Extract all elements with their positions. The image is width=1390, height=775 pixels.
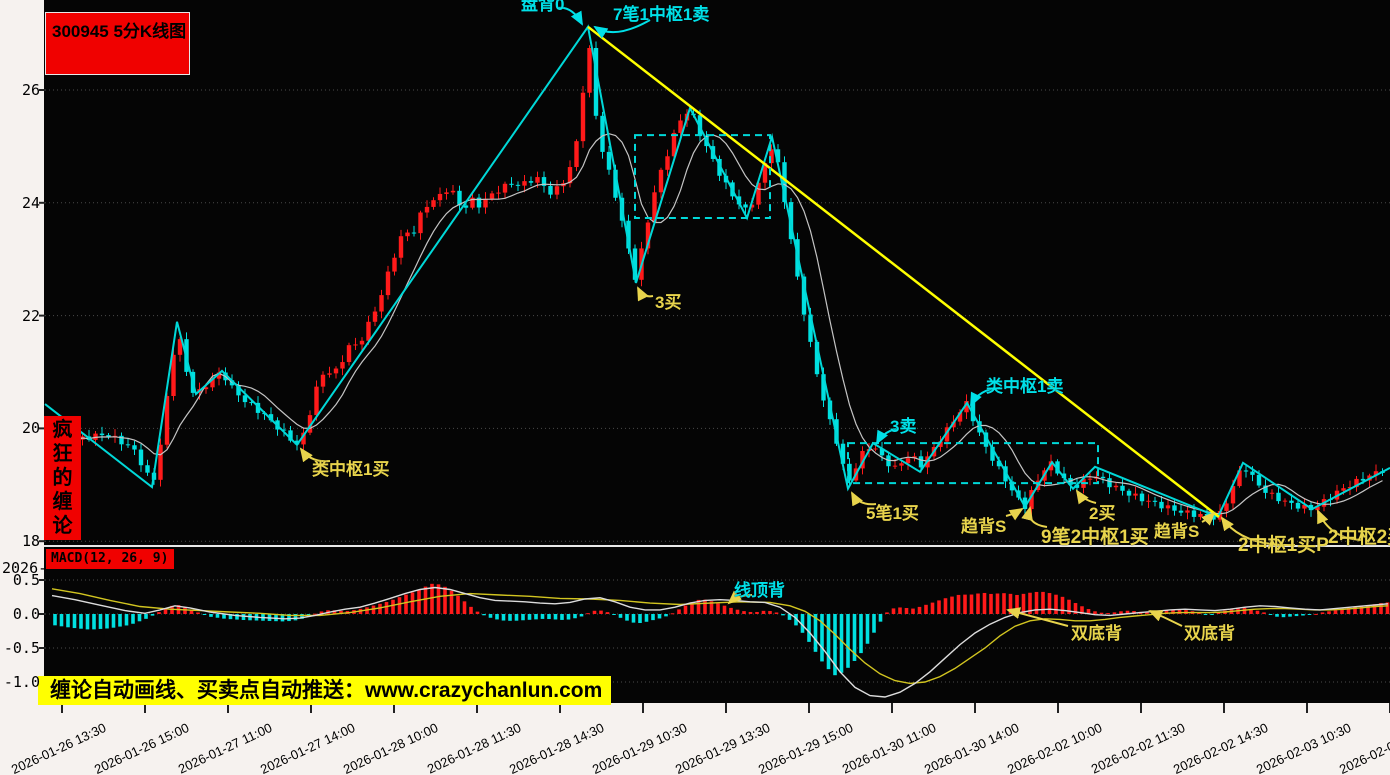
price-tick-20: 20 xyxy=(21,419,40,438)
annotation-label-6: 5笔1买 xyxy=(866,504,919,523)
annotation-label-15: 双底背 xyxy=(1184,624,1235,643)
watermark-char: 的 xyxy=(52,467,73,489)
macd-pane[interactable] xyxy=(51,583,1390,698)
chart-background xyxy=(39,0,1390,713)
annotation-label-10: 趋背S xyxy=(1154,522,1200,541)
annotation-label-5: 3卖 xyxy=(890,417,917,436)
annotation-arrow xyxy=(970,387,1001,407)
annotation-arrow xyxy=(1006,607,1069,627)
watermark-char: 狂 xyxy=(52,443,73,465)
watermark-char: 疯 xyxy=(52,419,73,441)
watermark-char: 论 xyxy=(52,515,73,537)
symbol-title-box: 300945 5分K线图 xyxy=(45,12,190,75)
macd-params-label: MACD(12, 26, 9) xyxy=(46,549,175,569)
price-tick-18: 18 xyxy=(21,532,40,551)
macd-tick--0.5: -0.5 xyxy=(3,639,40,657)
annotation-label-14: 双底背 xyxy=(1071,624,1122,643)
annotation-arrow xyxy=(1220,516,1296,547)
annotation-label-8: 2买 xyxy=(1089,504,1116,523)
annotation-arrow xyxy=(557,6,583,26)
annotation-label-13: 线顶背 xyxy=(734,581,785,600)
annotation-arrow xyxy=(876,428,897,445)
symbol-title: 300945 5分K线图 xyxy=(52,22,187,41)
annotation-label-1: 7笔1中枢1卖 xyxy=(613,5,710,24)
annotation-arrow xyxy=(727,590,753,605)
annotation-arrow xyxy=(1148,610,1183,627)
annotation-arrow xyxy=(593,19,651,39)
annotation-label-3: 类中枢1买 xyxy=(312,460,390,479)
price-tick-22: 22 xyxy=(21,306,40,325)
annotation-arrows xyxy=(299,6,1363,627)
annotation-arrow xyxy=(1005,507,1024,521)
macd-tick--1.0: -1.0 xyxy=(3,673,40,691)
annotation-label-4: 类中枢1卖 xyxy=(986,377,1064,396)
price-tick-26: 26 xyxy=(21,81,40,99)
watermark-char: 缠 xyxy=(52,491,73,513)
annotation-arrow xyxy=(1021,506,1048,528)
annotation-label-2: 3买 xyxy=(655,293,682,312)
price-tick-24: 24 xyxy=(21,193,40,212)
annotation-label-0: 盘背0 xyxy=(521,0,565,14)
macd-tick-0.5: 0.5 xyxy=(12,571,40,589)
watermark-badge: 疯狂的缠论 xyxy=(44,416,81,540)
axis-partial-year: 2026- xyxy=(2,559,48,577)
annotation-label-12: 2中枢2买 xyxy=(1328,527,1390,548)
annotation-arrow xyxy=(637,286,654,302)
annotation-arrow xyxy=(851,491,877,507)
price-pane[interactable] xyxy=(44,24,1390,526)
annotation-arrow xyxy=(1317,509,1363,541)
annotation-arrow xyxy=(299,447,331,463)
annotation-label-11: 2中枢1买P xyxy=(1238,535,1329,556)
macd-tick-0.0: 0.0 xyxy=(12,605,40,623)
annotation-arrow xyxy=(1201,511,1216,526)
annotation-label-7: 趋背S xyxy=(961,517,1007,536)
promo-banner[interactable]: 缠论自动画线、买卖点自动推送：www.crazychanlun.com xyxy=(38,676,611,705)
annotation-arrow xyxy=(1075,489,1097,505)
annotation-label-9: 9笔2中枢1买 xyxy=(1041,527,1149,548)
